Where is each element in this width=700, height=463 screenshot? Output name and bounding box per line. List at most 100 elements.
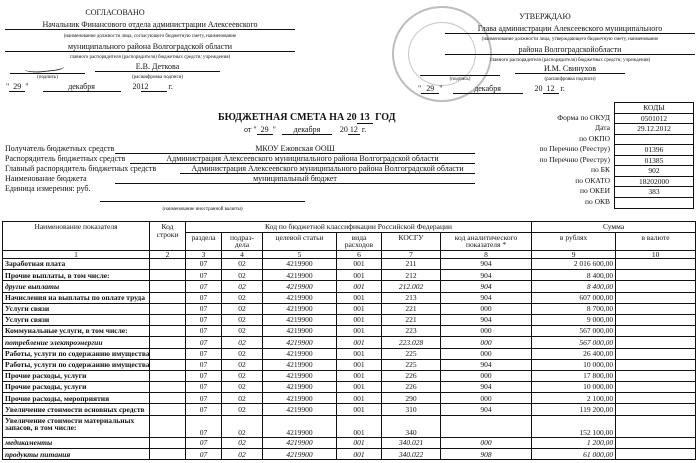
cell-c: 4219900 <box>262 403 337 416</box>
currency-line <box>100 201 305 202</box>
cell-c: 4219900 <box>262 269 337 282</box>
cell-r: 07 <box>185 313 222 327</box>
code-label: по ОКЕИ <box>579 186 610 195</box>
cell-a: 000 <box>439 369 533 383</box>
signature-left <box>23 59 65 75</box>
cell-empty <box>615 369 697 383</box>
cell-a: 904 <box>439 280 533 293</box>
cell-k: 226 <box>381 381 441 394</box>
cell-empty <box>615 448 697 461</box>
info-value: Администрация Алексеевского муниципально… <box>180 165 475 174</box>
approver-position-left: Начальник Финансового отдела администрац… <box>5 21 295 30</box>
cell-sum: 8 400,00 <box>531 280 617 293</box>
cell-sum: 10 000,00 <box>531 358 617 371</box>
cell-k: 221 <box>381 313 441 327</box>
cell-empty <box>615 280 697 293</box>
cell-r: 07 <box>185 325 222 338</box>
cell-empty <box>615 347 697 360</box>
cell-name: Услуги связи <box>2 302 150 315</box>
cell-empty <box>149 437 186 450</box>
cell-c: 4219900 <box>262 347 337 360</box>
info-value: МКОУ Ежовская ООШ <box>115 145 475 154</box>
cell-r: 07 <box>185 347 222 360</box>
code-label: по Перечню (Реестру) <box>539 144 610 153</box>
cell-name: потребление электроэнергии <box>2 336 150 349</box>
cell-name: продукты питания <box>2 448 150 461</box>
code-value: 383 <box>615 187 693 198</box>
cell-v: 001 <box>336 358 382 371</box>
date-left: " 29 " декабря 2012 г. <box>6 82 173 92</box>
approver-org-right: района Волгоградскойобласти <box>445 46 695 55</box>
column-number: 2 <box>149 249 186 259</box>
cell-p: 02 <box>221 358 263 371</box>
cell-a: 908 <box>439 448 533 461</box>
cell-empty <box>149 336 186 349</box>
code-value <box>615 135 693 145</box>
caption: (подпись) <box>37 75 58 80</box>
code-value <box>615 198 693 209</box>
cell-name: Заработная плата <box>2 257 150 271</box>
cell-sum: 152 100,00 <box>531 414 617 439</box>
table-row: Услуги связи 07 02 4219900 001 221 000 8 700,00 <box>2 302 697 315</box>
cell-v: 001 <box>336 257 382 271</box>
cell-v: 001 <box>336 448 382 461</box>
cell-empty <box>149 291 186 304</box>
cell-empty <box>149 448 186 461</box>
cell-sum: 9 000,00 <box>531 313 617 327</box>
cell-k: 310 <box>381 403 441 416</box>
table-row: Работы, услуги по содержанию имущества 07… <box>2 347 697 360</box>
cell-empty <box>615 392 697 405</box>
cell-empty <box>149 358 186 371</box>
table-row: Коммунальные услуги, в том числе: 07 02 421… <box>2 325 697 338</box>
cell-empty <box>149 403 186 416</box>
cell-name: Услуги связи <box>2 313 150 327</box>
cell-a: 000 <box>439 302 533 315</box>
cell-r: 07 <box>185 437 222 450</box>
caption: (наименование иностранной валюты) <box>162 207 243 212</box>
cell-c: 4219900 <box>262 414 337 439</box>
code-labels: Форма по ОКУД Дата по ОКПО по Перечню (Реес… <box>480 102 610 207</box>
cell-name: Увеличение стоимости основных средств <box>2 403 150 416</box>
cell-a: 000 <box>439 347 533 360</box>
info-value: Администрация Алексеевского муниципально… <box>130 155 475 164</box>
cell-v: 001 <box>336 381 382 394</box>
cell-name: другие выплаты <box>2 280 150 293</box>
cell-empty <box>149 313 186 327</box>
cell-c: 4219900 <box>262 257 337 271</box>
table-row: потребление электроэнергии 07 02 4219900 001… <box>2 336 697 349</box>
cell-k: 212 <box>381 269 441 282</box>
info-value: муниципальный бюджет <box>115 175 475 184</box>
cell-r: 07 <box>185 381 222 394</box>
code-label: по ОКАТО <box>575 175 610 185</box>
cell-k: 212.002 <box>381 280 441 293</box>
table-row: медикаменты 07 02 4219900 001 340.021 000 1 200… <box>2 437 697 450</box>
cell-p: 02 <box>221 313 263 327</box>
cell-empty <box>615 437 697 450</box>
approved-heading-right: УТВЕРЖДАЮ <box>519 12 571 21</box>
cell-sum: 119 200,00 <box>531 403 617 416</box>
cell-p: 02 <box>221 280 263 293</box>
code-label: Дата <box>595 123 610 132</box>
cell-empty <box>615 336 697 349</box>
cell-c: 4219900 <box>262 280 337 293</box>
budget-table: Наименование показателя Код строки Код по … <box>2 221 697 461</box>
cell-v: 001 <box>336 347 382 360</box>
cell-k: 211 <box>381 257 441 271</box>
table-row: Прочие расходы, услуги 07 02 4219900 001 226 0… <box>2 369 697 383</box>
cell-a: 904 <box>439 257 533 271</box>
cell-k: 213 <box>381 291 441 304</box>
cell-sum: 10 000,00 <box>531 381 617 394</box>
cell-c: 4219900 <box>262 336 337 349</box>
cell-k: 221 <box>381 302 441 315</box>
cell-name: медикаменты <box>2 437 150 450</box>
cell-r: 07 <box>185 448 222 461</box>
cell-r: 07 <box>185 403 222 416</box>
document-title: БЮДЖЕТНАЯ СМЕТА НА 20 13 ГОД <box>218 112 396 124</box>
cell-empty <box>149 257 186 271</box>
table-row: Увеличение стоимости материальных запасо… <box>2 414 697 439</box>
column-number: 7 <box>381 249 441 259</box>
code-value: 01385 <box>615 156 693 166</box>
info-label: Наименование бюджета <box>5 174 87 183</box>
cell-sum: 567 000,00 <box>531 325 617 338</box>
table-row: Работы, услуги по содержанию имущества 07… <box>2 358 697 371</box>
